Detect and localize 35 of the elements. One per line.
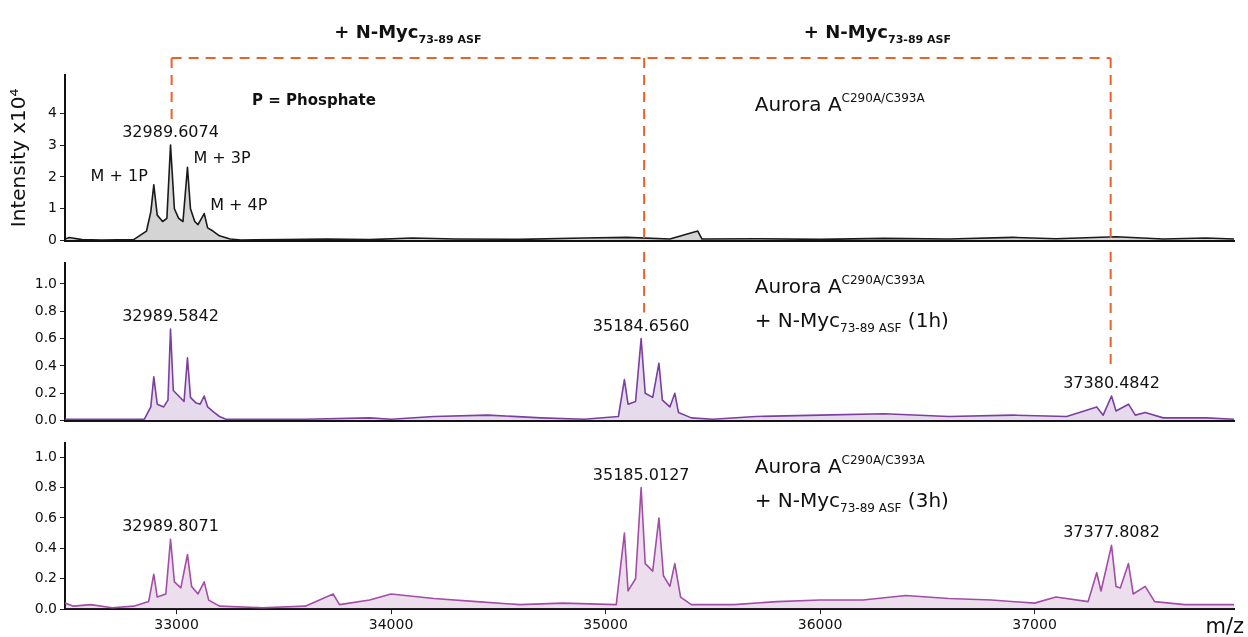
y-tick-label: 1 [48,199,57,216]
y-tick-label: 0.0 [34,411,57,428]
x-tick-label: 33000 [154,616,199,633]
annotation: 37377.8082 [1063,522,1160,542]
annotation: M + 4P [210,194,268,214]
y-tick-label: 0.6 [34,508,58,525]
annotation: P = Phosphate [252,91,376,109]
annotation: M + 3P [193,148,252,168]
annotation: M + 1P [90,165,149,185]
y-tick-label: 4 [48,103,58,120]
annotation: 35185.0127 [592,464,690,484]
y-tick-label: 0.2 [34,569,57,586]
x-tick-label: 37000 [1012,616,1057,633]
y-tick-label: 0.6 [34,329,58,346]
y-tick-label: 0.4 [34,539,58,555]
y-tick-label: 2 [48,167,57,184]
y-tick-label: 1.0 [34,447,57,464]
y-axis-title: Intensity x10⁴ [6,88,31,228]
y-tick-label: 0.4 [34,356,58,373]
y-tick-label: 1.0 [34,274,57,291]
y-tick-label: 0.8 [34,301,57,318]
y-tick-label: 0 [48,231,57,248]
x-tick-label: 36000 [797,616,843,633]
annotation: 32989.8071 [122,516,219,536]
annotation: 32989.5842 [122,306,219,326]
y-tick-label: 0.0 [34,599,57,616]
annotation: 32989.6074 [122,122,219,142]
y-tick-label: 3 [48,135,57,152]
annotation: 37380.4842 [1063,372,1160,392]
x-axis-title: m/z [1205,614,1245,637]
x-tick-label: 34000 [368,616,414,633]
y-tick-label: 0.2 [34,383,57,400]
x-tick-label: 35000 [583,616,628,633]
y-tick-label: 0.8 [34,478,57,495]
annotation: 35184.6560 [592,315,690,335]
